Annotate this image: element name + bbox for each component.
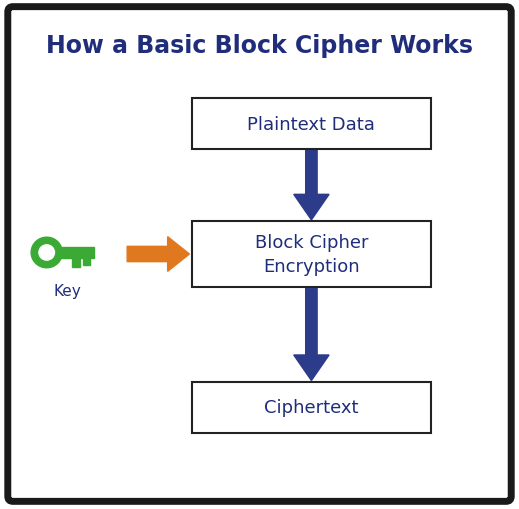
FancyBboxPatch shape [192,382,431,433]
Circle shape [31,238,62,268]
FancyBboxPatch shape [192,99,431,150]
Bar [47,247,94,259]
Circle shape [39,245,54,261]
FancyBboxPatch shape [8,8,511,501]
Text: Block Cipher
Encryption: Block Cipher Encryption [255,234,368,275]
Text: Plaintext Data: Plaintext Data [248,116,375,134]
Text: Ciphertext: Ciphertext [264,398,359,416]
FancyBboxPatch shape [192,221,431,288]
FancyArrow shape [294,289,329,381]
Text: How a Basic Block Cipher Works: How a Basic Block Cipher Works [46,34,473,58]
Text: Key: Key [53,284,81,299]
FancyArrow shape [294,150,329,220]
FancyArrow shape [127,237,189,272]
Bar [83,259,90,266]
Bar [72,259,80,268]
